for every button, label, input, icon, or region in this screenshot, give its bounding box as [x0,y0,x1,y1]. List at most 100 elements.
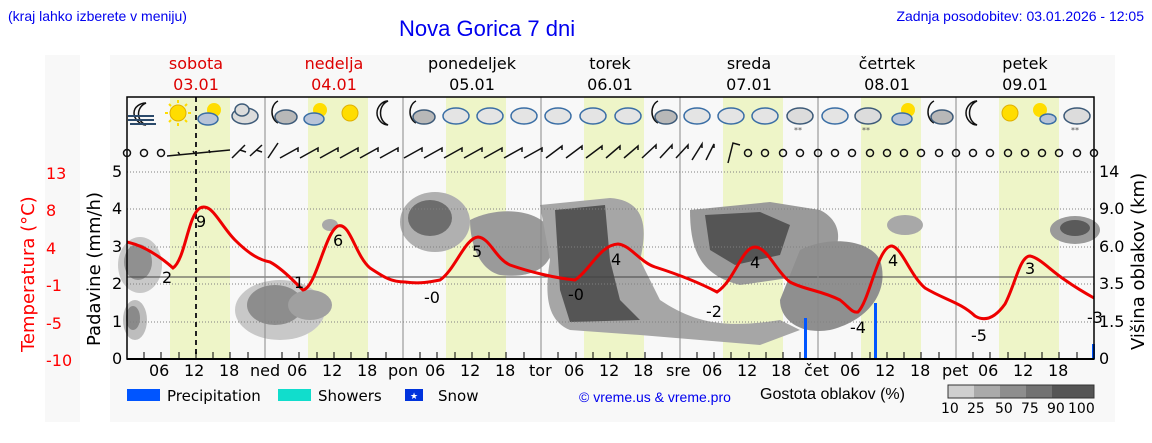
svg-text:1: 1 [294,273,304,292]
sun-icon [341,104,359,122]
day-header-2: ponedeljek 05.01 [403,53,541,95]
day-name: sreda [726,54,772,73]
day-date: 07.01 [726,75,772,94]
day-name: sobota [168,54,224,73]
x-label: 06 [287,361,308,380]
svg-text:-0: -0 [568,285,584,304]
temp-axis-panel [45,55,80,422]
cloud-tick: 6.0 [1099,237,1125,256]
density-tick: 90 [1047,401,1065,417]
x-label: pet [942,361,969,380]
cloud-density-scale [947,384,1095,399]
x-label: 18 [1048,361,1069,380]
density-tick: 10 [941,401,959,417]
svg-text:-5: -5 [971,326,987,345]
day-name: ponedeljek [428,54,516,73]
svg-text:**: ** [862,126,870,135]
legend-snow: Snow [438,387,479,405]
cloud-tick: 14 [1099,162,1120,181]
x-label: 06 [702,361,723,380]
svg-text:4: 4 [888,251,898,270]
cloud-snow-icon: ** [786,107,814,135]
moon-cloud-icon [927,100,954,125]
x-label: 12 [599,361,620,380]
weather-icons-row: ** ** ** [128,100,1091,135]
temp-tick: 4 [46,239,57,258]
svg-text:9: 9 [196,212,206,231]
wind-row [122,141,1099,164]
moon-cloud-icon [271,100,298,125]
x-label: 06 [564,361,585,380]
x-label: 06 [149,361,170,380]
svg-text:**: ** [1071,126,1079,135]
temperature-curve [126,205,1095,321]
cloud-tick: 0 [1099,349,1110,368]
cloud-icon [231,103,259,125]
precip-tick: 1 [112,312,123,331]
temp-tick: -10 [46,351,73,370]
temp-axis-title: Temperatura (°C) [18,196,39,352]
cloud-tick: 3.5 [1099,274,1125,293]
svg-text:**: ** [794,126,802,135]
x-label: 06 [425,361,446,380]
precip-tick: 0 [112,349,123,368]
cloud-icon [442,107,849,125]
sun-cloud-icon [197,103,221,126]
day-header-5: četrtek 08.01 [818,53,956,95]
precip-axis-title: Padavine (mm/h) [84,192,105,346]
svg-text:★: ★ [410,392,418,402]
x-label: 12 [737,361,758,380]
precip-tick: 5 [112,162,123,181]
x-label: pon [388,361,419,380]
svg-text:6: 6 [333,231,343,250]
x-label: 12 [1013,361,1034,380]
svg-text:4: 4 [611,250,621,269]
svg-text:4: 4 [750,253,760,272]
x-label: 12 [875,361,896,380]
temp-tick: 13 [46,164,67,183]
page-title: Nova Gorica 7 dni [399,16,576,41]
sun-cloud-icon [303,103,327,126]
day-date: 05.01 [449,75,495,94]
legend-showers: Showers [318,387,382,405]
precip-tick: 3 [112,237,123,256]
svg-text:2: 2 [162,268,172,287]
density-tick: 25 [967,401,985,417]
copyright-link[interactable]: © vreme.us & vreme.pro [579,389,731,405]
x-label: 12 [322,361,343,380]
cloud-snow-icon: ** [854,107,882,135]
x-label: tor [529,361,552,380]
day-name: četrtek [858,54,916,73]
x-label: čet [804,361,829,380]
showers-swatch [278,389,311,401]
cloud-density-title: Gostota oblakov (%) [760,386,905,403]
density-tick: 100 [1068,401,1095,417]
x-label: 12 [460,361,481,380]
moon-cloud-icon [409,100,436,125]
cloud-density [118,192,1100,345]
calm-icon [122,148,132,158]
day-date: 08.01 [864,75,910,94]
day-separators [264,97,957,359]
cloud-tick: 1.5 [1099,312,1125,331]
day-header-0: sobota 03.01 [127,53,265,95]
day-date: 03.01 [173,75,219,94]
temp-tick: 8 [46,201,57,220]
fog-night-icon [128,102,156,126]
x-label: sre [666,361,691,380]
x-label: 06 [978,361,999,380]
cloud-snow-icon: ** [1063,107,1091,135]
location-hint: (kraj lahko izberete v meniju) [8,8,187,24]
day-name: nedelja [304,54,364,73]
precipitation-swatch [127,389,160,401]
x-label: 18 [910,361,931,380]
x-label: 18 [219,361,240,380]
snow-swatch [405,389,423,401]
svg-text:3: 3 [1025,259,1035,278]
day-date: 06.01 [587,75,633,94]
svg-text:-4: -4 [850,318,866,337]
precip-tick: 4 [112,199,123,218]
day-header-3: torek 06.01 [541,53,679,95]
day-header-6: petek 09.01 [956,53,1094,95]
